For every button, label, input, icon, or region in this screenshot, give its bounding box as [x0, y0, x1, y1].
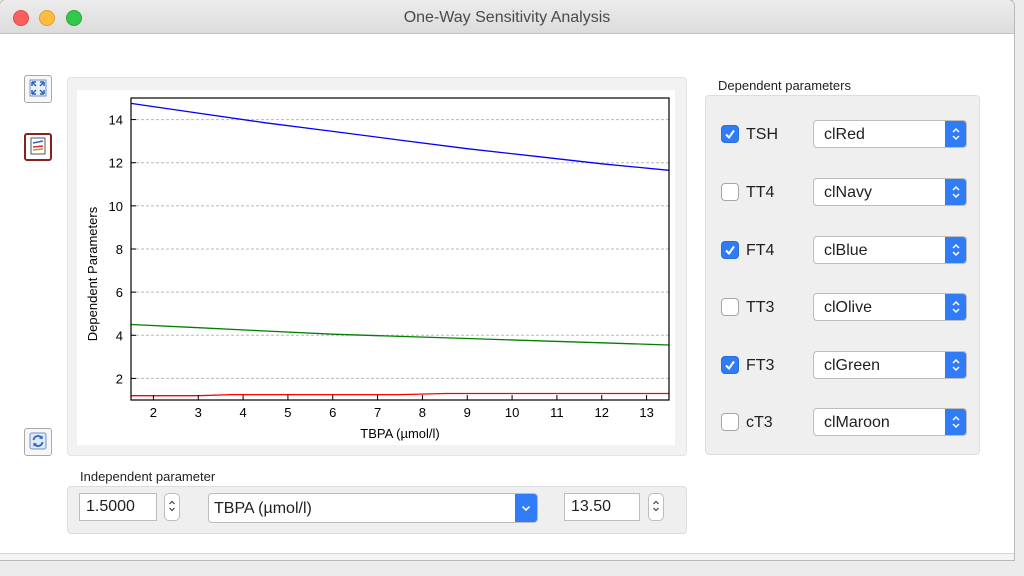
x-tick-label: 8 [419, 405, 426, 420]
stepper-chevrons-icon [168, 498, 176, 517]
checkbox-ft3[interactable] [721, 356, 739, 374]
dependent-label: TSH [746, 126, 778, 143]
up-down-chevron-icon [945, 121, 966, 147]
dependent-row-tt4: TT4 clNavy [706, 177, 979, 207]
independent-parameter-select[interactable]: TBPA (µmol/l) [208, 493, 538, 523]
color-select-tt3[interactable]: clOlive [813, 293, 967, 321]
up-down-chevron-icon [945, 237, 966, 263]
minimize-window-button[interactable] [39, 10, 55, 26]
y-tick-label: 6 [116, 285, 123, 300]
color-select-value: clRed [824, 126, 865, 143]
checkmark-icon [725, 360, 735, 371]
color-select-value: clMaroon [824, 414, 890, 431]
y-tick-label: 8 [116, 242, 123, 257]
color-select-ft3[interactable]: clGreen [813, 351, 967, 379]
color-select-ct3[interactable]: clMaroon [813, 408, 967, 436]
color-select-tt4[interactable]: clNavy [813, 178, 967, 206]
series-line-2 [131, 392, 669, 397]
y-axis-label: Dependent Parameters [85, 206, 100, 341]
color-select-tsh[interactable]: clRed [813, 120, 967, 148]
checkbox-ct3[interactable] [721, 413, 739, 431]
dependent-label: FT4 [746, 242, 775, 259]
x-tick-label: 6 [329, 405, 336, 420]
dependent-parameters-title: Dependent parameters [718, 78, 851, 93]
x-tick-label: 13 [639, 405, 653, 420]
dependent-label: cT3 [746, 414, 773, 431]
checkbox-ft4[interactable] [721, 241, 739, 259]
checkmark-icon [725, 129, 735, 140]
up-down-chevron-icon [945, 294, 966, 320]
stepper-chevrons-icon [652, 498, 660, 517]
fullscreen-button[interactable] [24, 75, 52, 103]
x-tick-label: 12 [595, 405, 609, 420]
x-tick-label: 10 [505, 405, 519, 420]
plot-view-button[interactable] [24, 133, 52, 161]
max-value-stepper[interactable] [648, 493, 664, 521]
dependent-row-ft3: FT3 clGreen [706, 350, 979, 380]
color-select-value: clNavy [824, 184, 873, 201]
refresh-icon [29, 432, 47, 453]
min-value-input[interactable] [79, 493, 157, 521]
min-value-stepper[interactable] [164, 493, 180, 521]
x-axis-label: TBPA (µmol/l) [360, 426, 439, 441]
dependent-label: TT3 [746, 299, 775, 316]
color-select-value: clOlive [824, 299, 873, 316]
max-value-input[interactable] [564, 493, 640, 521]
x-tick-label: 7 [374, 405, 381, 420]
status-bar [0, 553, 1014, 560]
title-bar[interactable]: One-Way Sensitivity Analysis [0, 0, 1014, 34]
y-tick-label: 14 [109, 113, 123, 128]
checkbox-tsh[interactable] [721, 125, 739, 143]
close-window-button[interactable] [13, 10, 29, 26]
desktop-background-bottom [0, 560, 1024, 576]
series-line-0 [130, 102, 670, 171]
series-line-1 [130, 323, 670, 346]
x-tick-label: 11 [550, 405, 564, 420]
sensitivity-chart: 2 3 4 5 6 7 8 9 10 11 12 13 2 4 6 8 10 12 14 TBPA (µmol/l) D… [77, 90, 675, 445]
independent-parameter-title: Independent parameter [80, 469, 216, 484]
y-tick-label: 4 [116, 328, 123, 343]
x-tick-label: 3 [195, 405, 202, 420]
dependent-row-ft4: FT4 clBlue [706, 235, 979, 265]
fullscreen-icon [29, 79, 47, 100]
chart-icon [30, 137, 46, 158]
up-down-chevron-icon [945, 179, 966, 205]
checkbox-tt4[interactable] [721, 183, 739, 201]
x-tick-label: 5 [284, 405, 291, 420]
independent-parameter-panel: TBPA (µmol/l) [67, 486, 687, 534]
chevron-down-icon [515, 494, 537, 522]
up-down-chevron-icon [945, 352, 966, 378]
x-tick-label: 9 [464, 405, 471, 420]
dependent-row-ct3: cT3 clMaroon [706, 407, 979, 437]
independent-parameter-value: TBPA (µmol/l) [214, 500, 312, 517]
checkmark-icon [725, 245, 735, 256]
color-select-value: clBlue [824, 242, 868, 259]
sensitivity-window: One-Way Sensitivity Analysis [0, 0, 1014, 560]
dependent-parameters-panel: TSH clRed TT4 clNavy FT4 clBlue TT3 clOlive FT3 c… [705, 95, 980, 455]
dependent-row-tt3: TT3 clOlive [706, 292, 979, 322]
x-tick-label: 2 [150, 405, 157, 420]
refresh-button[interactable] [24, 428, 52, 456]
color-select-ft4[interactable]: clBlue [813, 236, 967, 264]
dependent-row-tsh: TSH clRed [706, 119, 979, 149]
x-tick-label: 4 [239, 405, 246, 420]
dependent-label: FT3 [746, 357, 775, 374]
color-select-value: clGreen [824, 357, 881, 374]
up-down-chevron-icon [945, 409, 966, 435]
window-title: One-Way Sensitivity Analysis [403, 9, 611, 26]
zoom-window-button[interactable] [66, 10, 82, 26]
checkbox-tt3[interactable] [721, 298, 739, 316]
dependent-label: TT4 [746, 184, 775, 201]
y-tick-label: 2 [116, 371, 123, 386]
chart-svg: 2 3 4 5 6 7 8 9 10 11 12 13 2 4 6 8 10 12 14 TBPA (µmol/l) D… [85, 97, 670, 441]
y-tick-label: 12 [109, 156, 123, 171]
y-tick-label: 10 [109, 199, 123, 214]
